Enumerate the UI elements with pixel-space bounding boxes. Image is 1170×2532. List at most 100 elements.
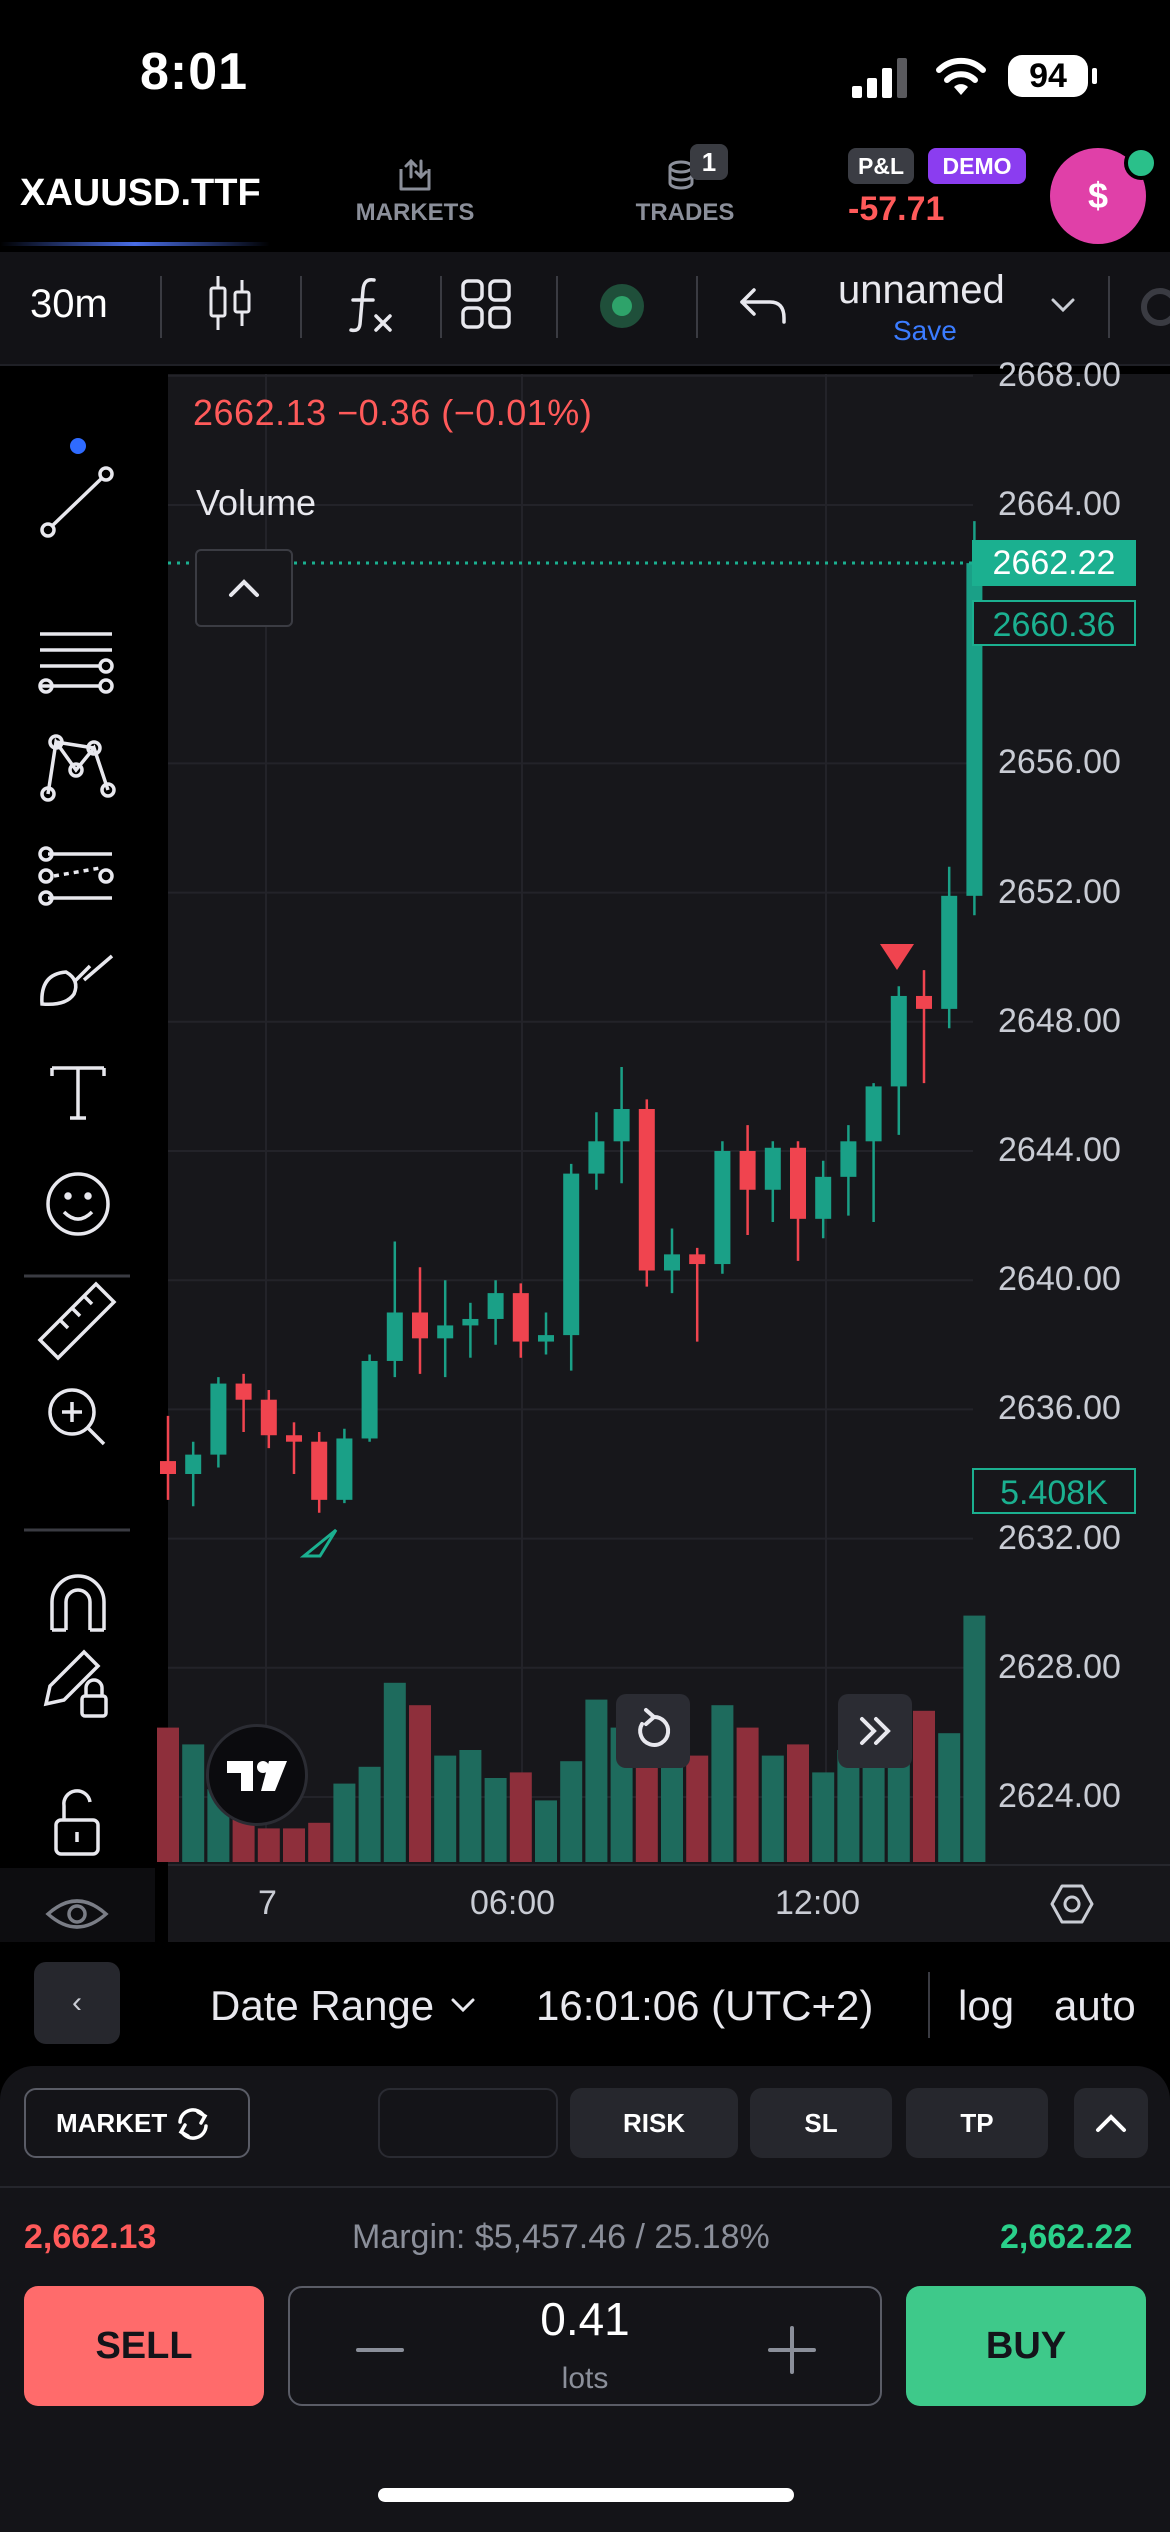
indicators-icon[interactable] — [344, 274, 396, 334]
collapse-toolbar-button[interactable]: ‹ — [34, 1962, 120, 2044]
pl-badge: P&L — [848, 148, 914, 184]
chevron-down-icon[interactable] — [1050, 296, 1076, 314]
candle — [210, 1377, 227, 1468]
fib-levels-icon — [38, 632, 114, 694]
volume-bar — [283, 1828, 305, 1862]
price-tick: 2624.00 — [998, 1777, 1121, 1815]
volume-bar — [938, 1733, 961, 1862]
reset-chart-button[interactable] — [616, 1694, 690, 1768]
auto-scale-toggle[interactable]: auto — [1054, 1982, 1136, 2029]
tradingview-logo[interactable] — [206, 1724, 308, 1826]
candle-body — [462, 1318, 479, 1326]
price-tick: 2652.00 — [998, 872, 1121, 911]
home-indicator — [378, 2488, 794, 2502]
candle-body — [361, 1360, 378, 1439]
sell-button[interactable]: SELL — [24, 2286, 264, 2406]
volume-bar — [509, 1772, 532, 1862]
candle-body — [916, 995, 932, 1009]
candle — [235, 1373, 252, 1433]
take-profit-button[interactable]: TP — [906, 2088, 1048, 2158]
bid-price: 2,662.13 — [24, 2218, 157, 2256]
candle — [714, 1141, 731, 1274]
chart-canvas — [157, 374, 986, 1862]
candle — [790, 1141, 806, 1261]
scroll-to-latest-button[interactable] — [838, 1694, 912, 1768]
volume-bar — [434, 1755, 457, 1862]
chevron-up-icon — [229, 579, 259, 597]
candle-body — [386, 1312, 403, 1361]
candle-body — [890, 995, 907, 1087]
candle — [764, 1141, 781, 1223]
candle — [689, 1247, 706, 1342]
lots-value-input[interactable]: 0.41 — [540, 2293, 630, 2345]
volume-bar — [383, 1682, 406, 1862]
volume-indicator-label[interactable]: Volume — [196, 482, 317, 523]
tab-markets-label: MARKETS — [355, 199, 475, 226]
candle — [613, 1067, 630, 1184]
time-tick: 06:00 — [470, 1884, 556, 1922]
sell-signal-marker — [880, 944, 914, 970]
reset-icon — [638, 1708, 671, 1747]
expand-order-button[interactable] — [1074, 2088, 1148, 2158]
volume-bar — [812, 1772, 835, 1862]
candle-body — [260, 1399, 277, 1436]
log-scale-toggle[interactable]: log — [958, 1982, 1015, 2029]
chart-area[interactable] — [168, 374, 973, 1864]
volume-bar — [157, 1727, 179, 1862]
chart-toolbar — [0, 252, 1170, 366]
risk-button[interactable]: RISK — [570, 2088, 738, 2158]
order-input-field[interactable] — [378, 2088, 558, 2158]
active-tool-dot — [70, 438, 86, 454]
market-status-icon[interactable] — [598, 282, 646, 330]
buy-button[interactable]: BUY — [906, 2286, 1146, 2406]
price-tick: 2632.00 — [998, 1518, 1121, 1557]
emoji-icon — [46, 1172, 110, 1236]
swap-icon — [178, 2108, 208, 2140]
chart-layout-name[interactable]: unnamed — [838, 268, 1005, 312]
volume-bar — [459, 1750, 482, 1862]
position-price-tag: 2660.36 — [972, 600, 1136, 646]
save-layout-button[interactable]: Save — [893, 315, 957, 346]
candle-body — [286, 1435, 302, 1442]
chart-settings-icon[interactable] — [1050, 1882, 1094, 1926]
volume-bar — [182, 1744, 205, 1862]
candle — [512, 1283, 529, 1358]
candle — [185, 1441, 202, 1507]
stop-loss-button[interactable]: SL — [750, 2088, 892, 2158]
candle-body — [588, 1141, 605, 1174]
candle-body — [235, 1383, 252, 1400]
zoom-in-icon — [48, 1388, 106, 1446]
volume-bar — [535, 1800, 557, 1862]
timezone-clock[interactable]: 16:01:06 (UTC+2) — [536, 1982, 874, 2029]
time-axis[interactable] — [168, 1864, 1170, 1944]
pl-value[interactable]: -57.71 — [848, 190, 945, 228]
volume-bar — [913, 1710, 935, 1862]
date-range-button[interactable]: Date Range — [210, 1982, 435, 2029]
tab-trades-label: TRADES — [635, 199, 735, 226]
candle-body — [613, 1109, 630, 1142]
ruler-icon — [37, 1281, 117, 1361]
interval-button[interactable]: 30m — [30, 282, 108, 326]
candle-body — [638, 1109, 655, 1271]
volume-bar — [787, 1744, 809, 1862]
volume-bar — [686, 1755, 709, 1862]
candle-body — [689, 1254, 706, 1265]
layout-grid-icon[interactable] — [460, 278, 512, 330]
symbol-selector[interactable]: XAUUSD.TTF — [20, 172, 261, 214]
status-bar — [0, 0, 1170, 150]
increase-lots-button[interactable] — [752, 2310, 832, 2390]
symbol-underline — [0, 242, 270, 246]
decrease-lots-button[interactable] — [340, 2310, 420, 2390]
candles-icon[interactable] — [206, 272, 254, 334]
candle-body — [487, 1293, 504, 1319]
order-type-button[interactable]: MARKET — [24, 2088, 250, 2158]
tab-trades[interactable]: TRADES — [630, 155, 740, 227]
undo-icon[interactable] — [738, 284, 788, 326]
candle-body — [538, 1335, 554, 1342]
collapse-indicators-button[interactable] — [195, 549, 293, 627]
price-tick: 2664.00 — [998, 485, 1121, 523]
settings-icon[interactable] — [1134, 284, 1170, 330]
candle — [916, 970, 932, 1084]
tab-markets[interactable]: MARKETS — [350, 155, 480, 227]
status-time: 8:01 — [140, 43, 249, 101]
